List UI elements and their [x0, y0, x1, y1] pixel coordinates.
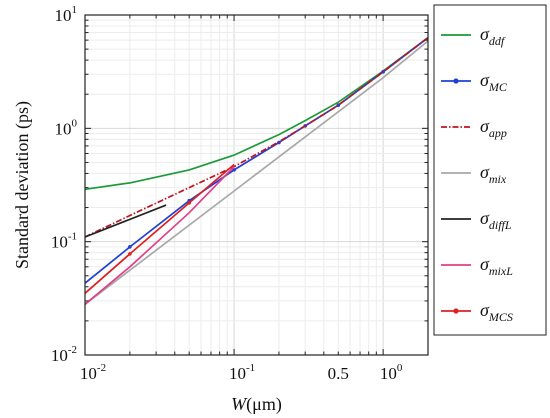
x-tick-label: 10-2	[80, 362, 106, 383]
x-tick-label: 10-1	[229, 362, 255, 383]
legend-marker-MCS	[453, 308, 459, 314]
series-line-MCS	[84, 163, 235, 294]
series-point-MC	[232, 168, 236, 172]
y-tick-label: 10-2	[51, 344, 77, 365]
x-axis-label-unit: (μm)	[246, 394, 282, 415]
x-tick-label: 0.5	[328, 364, 349, 383]
series-layer	[84, 37, 429, 305]
legend: σddf σMC σapp σmix σdiffL σmixL σMCS	[433, 4, 547, 336]
series-line-app	[84, 37, 429, 238]
y-tick-label: 10-1	[51, 231, 77, 252]
legend-label-MCS: σMCS	[480, 300, 513, 324]
legend-box	[433, 4, 547, 336]
legend-label-diffL: σdiffL	[480, 208, 512, 232]
legend-label-MC: σMC	[480, 70, 508, 94]
grid	[84, 14, 429, 356]
tick-layer	[84, 14, 429, 356]
y-tick-labels: 10-2 10-1 100 101	[51, 4, 78, 365]
series-line-mixL	[84, 166, 235, 305]
series-line-mix	[84, 40, 429, 305]
y-tick-label: 101	[55, 4, 78, 25]
y-axis-label: Standard deviation (ps)	[12, 101, 33, 269]
legend-label-app: σapp	[480, 116, 507, 140]
series-line-ddf	[84, 37, 429, 191]
y-tick-label: 100	[55, 117, 78, 138]
series-point-MCS	[128, 252, 132, 256]
legend-label-mix: σmix	[480, 162, 507, 186]
series-line-diffL	[84, 204, 167, 238]
legend-label-mixL: σmixL	[480, 254, 513, 278]
legend-label-ddf: σddf	[480, 24, 506, 48]
x-axis-label-main: W	[231, 394, 248, 414]
series-point-MC	[128, 245, 132, 249]
legend-marker-MC	[453, 78, 459, 84]
series-point-MCS	[187, 201, 191, 205]
x-axis-label: W(μm)	[231, 394, 282, 415]
plot-frame	[84, 14, 429, 356]
x-tick-labels: 10-2 10-1 0.5 100	[80, 362, 403, 383]
x-tick-label: 100	[380, 362, 403, 383]
